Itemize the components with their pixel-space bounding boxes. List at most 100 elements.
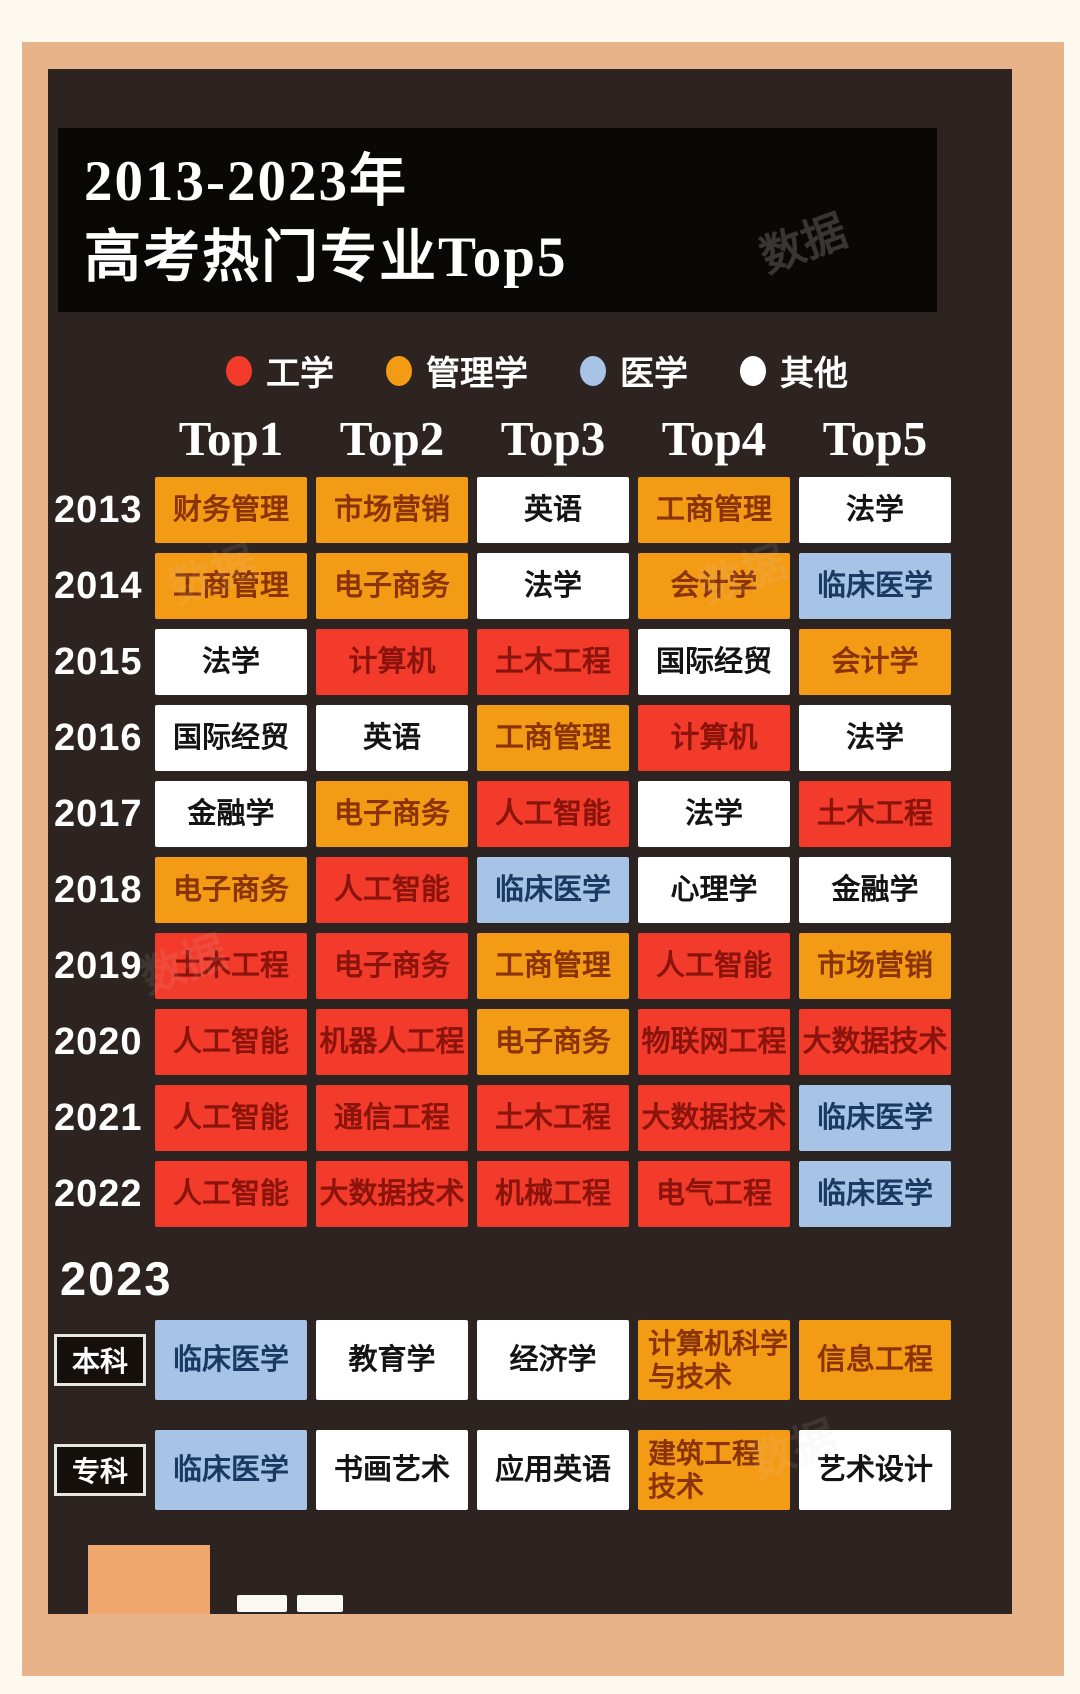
major-cell: 人工智能 bbox=[155, 1009, 307, 1075]
major-cell: 市场营销 bbox=[799, 933, 951, 999]
column-header: Top5 bbox=[822, 410, 928, 466]
degree-label: 本科 bbox=[54, 1334, 146, 1386]
table-row: 2014 工商管理 电子商务 法学 会计学 临床医学 bbox=[54, 553, 1012, 619]
column-headers: Top1 Top2 Top3 Top4 Top5 bbox=[54, 409, 1012, 467]
major-cell: 法学 bbox=[799, 477, 951, 543]
year-label: 2022 bbox=[54, 1172, 143, 1215]
major-cell: 人工智能 bbox=[155, 1085, 307, 1151]
legend-label: 管理学 bbox=[426, 355, 528, 393]
major-cell: 教育学 bbox=[316, 1320, 468, 1400]
blackboard-frame: 2013-2023年 高考热门专业Top5 数据 工学 管理学 医学 其他 To… bbox=[22, 42, 1064, 1676]
table-row: 2018 电子商务 人工智能 临床医学 心理学 金融学 bbox=[54, 857, 1012, 923]
major-cell: 临床医学 bbox=[799, 553, 951, 619]
major-cell: 大数据技术 bbox=[799, 1009, 951, 1075]
major-cell: 通信工程 bbox=[316, 1085, 468, 1151]
legend-color-dot bbox=[386, 355, 412, 386]
major-cell: 计算机科学 与技术 bbox=[638, 1320, 790, 1400]
major-cell: 计算机 bbox=[316, 629, 468, 695]
table-row: 2019 土木工程 电子商务 工商管理 人工智能 市场营销 bbox=[54, 933, 1012, 999]
major-cell: 会计学 bbox=[799, 629, 951, 695]
table-row: 2013 财务管理 市场营销 英语 工商管理 法学 bbox=[54, 477, 1012, 543]
major-cell: 电子商务 bbox=[316, 781, 468, 847]
major-cell: 计算机 bbox=[638, 705, 790, 771]
table-row: 2022 人工智能 大数据技术 机械工程 电气工程 临床医学 bbox=[54, 1161, 1012, 1227]
major-cell: 土木工程 bbox=[477, 629, 629, 695]
major-cell: 建筑工程 技术 bbox=[638, 1430, 790, 1510]
table-row-2023: 本科 临床医学 教育学 经济学 计算机科学 与技术 信息工程 bbox=[54, 1320, 1012, 1400]
major-cell: 书画艺术 bbox=[316, 1430, 468, 1510]
major-cell: 临床医学 bbox=[155, 1430, 307, 1510]
major-cell: 金融学 bbox=[799, 857, 951, 923]
major-cell: 临床医学 bbox=[799, 1161, 951, 1227]
title-box: 2013-2023年 高考热门专业Top5 数据 bbox=[58, 128, 937, 312]
major-cell: 大数据技术 bbox=[316, 1161, 468, 1227]
year-label: 2013 bbox=[54, 488, 143, 531]
legend-label: 医学 bbox=[620, 355, 688, 393]
major-cell: 法学 bbox=[638, 781, 790, 847]
major-cell: 临床医学 bbox=[155, 1320, 307, 1400]
major-cell: 市场营销 bbox=[316, 477, 468, 543]
major-cell: 会计学 bbox=[638, 553, 790, 619]
rows-2023: 本科 临床医学 教育学 经济学 计算机科学 与技术 信息工程 专科 临床医学 书画艺术 应用… bbox=[48, 1320, 1012, 1510]
major-cell: 艺术设计 bbox=[799, 1430, 951, 1510]
major-cell: 物联网工程 bbox=[638, 1009, 790, 1075]
table-row: 2016 国际经贸 英语 工商管理 计算机 法学 bbox=[54, 705, 1012, 771]
major-cell: 工商管理 bbox=[477, 933, 629, 999]
year-label: 2016 bbox=[54, 716, 143, 759]
major-cell: 电子商务 bbox=[155, 857, 307, 923]
major-cell: 法学 bbox=[155, 629, 307, 695]
legend-item: 工学 bbox=[226, 346, 334, 395]
major-cell: 法学 bbox=[799, 705, 951, 771]
major-cell: 电子商务 bbox=[477, 1009, 629, 1075]
column-header: Top3 bbox=[500, 410, 606, 466]
major-cell: 土木工程 bbox=[799, 781, 951, 847]
legend-color-dot bbox=[226, 355, 252, 386]
chalk-eraser bbox=[88, 1545, 210, 1614]
major-cell: 心理学 bbox=[638, 857, 790, 923]
major-cell: 金融学 bbox=[155, 781, 307, 847]
legend-color-dot bbox=[740, 355, 766, 386]
degree-label: 专科 bbox=[54, 1444, 146, 1496]
major-cell: 土木工程 bbox=[155, 933, 307, 999]
legend-item: 医学 bbox=[580, 346, 688, 395]
column-header: Top2 bbox=[339, 410, 445, 466]
major-cell: 大数据技术 bbox=[638, 1085, 790, 1151]
major-cell: 工商管理 bbox=[155, 553, 307, 619]
blackboard: 2013-2023年 高考热门专业Top5 数据 工学 管理学 医学 其他 To… bbox=[48, 69, 1012, 1614]
column-header: Top4 bbox=[661, 410, 767, 466]
legend-item: 其他 bbox=[740, 346, 848, 395]
major-cell: 工商管理 bbox=[638, 477, 790, 543]
year-label: 2017 bbox=[54, 792, 143, 835]
major-cell: 土木工程 bbox=[477, 1085, 629, 1151]
year-rows: 2013 财务管理 市场营销 英语 工商管理 法学 2014 工商管理 电子商务 法学 会计学… bbox=[48, 477, 1012, 1227]
year-label: 2019 bbox=[54, 944, 143, 987]
legend-label: 工学 bbox=[266, 355, 334, 393]
major-cell: 电子商务 bbox=[316, 553, 468, 619]
major-cell: 临床医学 bbox=[477, 857, 629, 923]
legend-color-dot bbox=[580, 355, 606, 386]
chalk-piece-2 bbox=[297, 1595, 343, 1612]
major-cell: 法学 bbox=[477, 553, 629, 619]
major-cell: 经济学 bbox=[477, 1320, 629, 1400]
major-cell: 机器人工程 bbox=[316, 1009, 468, 1075]
legend: 工学 管理学 医学 其他 bbox=[226, 346, 1012, 395]
chalk-piece-1 bbox=[237, 1595, 287, 1612]
legend-item: 管理学 bbox=[386, 346, 528, 395]
title-line-1: 2013-2023年 bbox=[84, 150, 408, 213]
major-cell: 财务管理 bbox=[155, 477, 307, 543]
year-label: 2018 bbox=[54, 868, 143, 911]
major-cell: 电子商务 bbox=[316, 933, 468, 999]
year-label: 2015 bbox=[54, 640, 143, 683]
major-cell: 国际经贸 bbox=[155, 705, 307, 771]
year-label: 2020 bbox=[54, 1020, 143, 1063]
year-label: 2014 bbox=[54, 564, 143, 607]
major-cell: 国际经贸 bbox=[638, 629, 790, 695]
table-row-2023: 专科 临床医学 书画艺术 应用英语 建筑工程 技术 艺术设计 bbox=[54, 1430, 1012, 1510]
major-cell: 人工智能 bbox=[316, 857, 468, 923]
major-cell: 应用英语 bbox=[477, 1430, 629, 1510]
major-cell: 人工智能 bbox=[638, 933, 790, 999]
table-row: 2015 法学 计算机 土木工程 国际经贸 会计学 bbox=[54, 629, 1012, 695]
major-cell: 人工智能 bbox=[155, 1161, 307, 1227]
major-cell: 临床医学 bbox=[799, 1085, 951, 1151]
